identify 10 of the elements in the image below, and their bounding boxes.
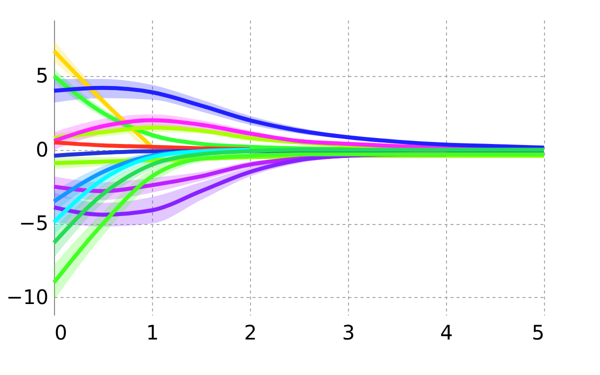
x-tick-label: 1 [146, 320, 159, 344]
x-tick-label: 2 [244, 320, 257, 344]
y-tick-label: −10 [6, 284, 48, 309]
x-tick-label: 4 [440, 320, 453, 344]
y-tick-label: 0 [36, 137, 48, 162]
x-tick-label: 3 [342, 320, 355, 344]
y-tick-label: −5 [19, 211, 48, 236]
y-tick-label: 5 [36, 64, 48, 88]
x-tick-label: 0 [54, 320, 68, 344]
x-tick-label: 5 [532, 320, 544, 344]
